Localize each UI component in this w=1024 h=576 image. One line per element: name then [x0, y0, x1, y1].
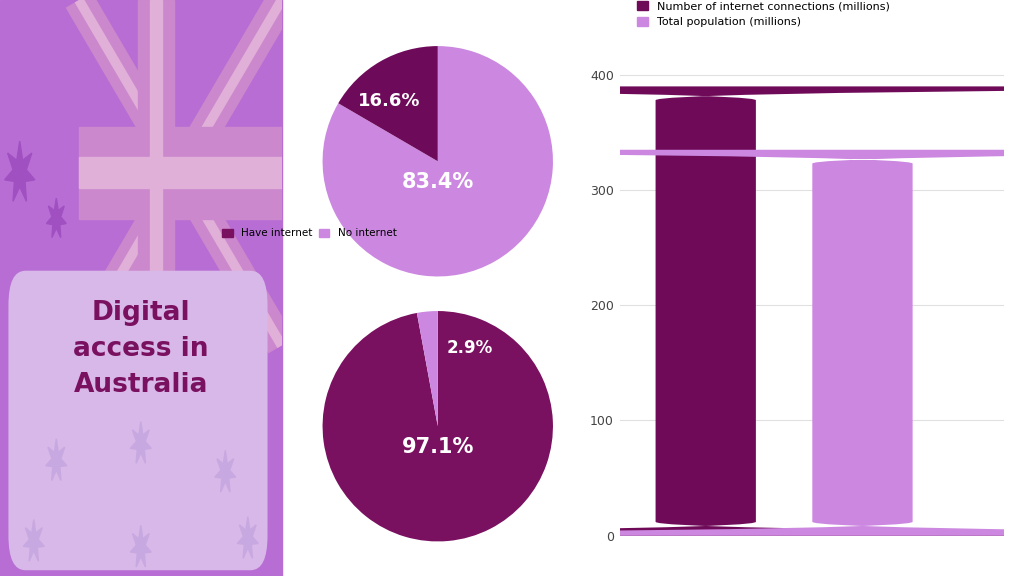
Bar [137, 0, 174, 346]
FancyBboxPatch shape [8, 271, 267, 570]
Wedge shape [323, 46, 553, 276]
Text: 2.9%: 2.9% [446, 339, 494, 357]
Wedge shape [417, 311, 438, 426]
Wedge shape [338, 46, 438, 161]
Polygon shape [46, 439, 67, 480]
Legend: Number of internet connections (millions), Total population (millions): Number of internet connections (millions… [633, 0, 895, 32]
Text: Digital
access in
Australia: Digital access in Australia [73, 300, 209, 397]
Polygon shape [5, 141, 35, 202]
Polygon shape [46, 198, 67, 237]
Legend: Have internet, No internet: Have internet, No internet [218, 224, 400, 242]
Bar [79, 127, 282, 219]
Polygon shape [130, 422, 152, 463]
Bar [79, 157, 282, 188]
Bar [150, 0, 162, 346]
Polygon shape [24, 520, 44, 561]
Polygon shape [130, 525, 152, 567]
FancyBboxPatch shape [0, 86, 1024, 536]
Text: 83.4%: 83.4% [401, 172, 474, 192]
Polygon shape [238, 517, 258, 558]
Text: 16.6%: 16.6% [358, 92, 421, 111]
FancyBboxPatch shape [0, 150, 1024, 536]
Wedge shape [323, 311, 553, 541]
Polygon shape [215, 450, 236, 492]
Polygon shape [12, 340, 61, 438]
Text: 97.1%: 97.1% [401, 437, 474, 457]
